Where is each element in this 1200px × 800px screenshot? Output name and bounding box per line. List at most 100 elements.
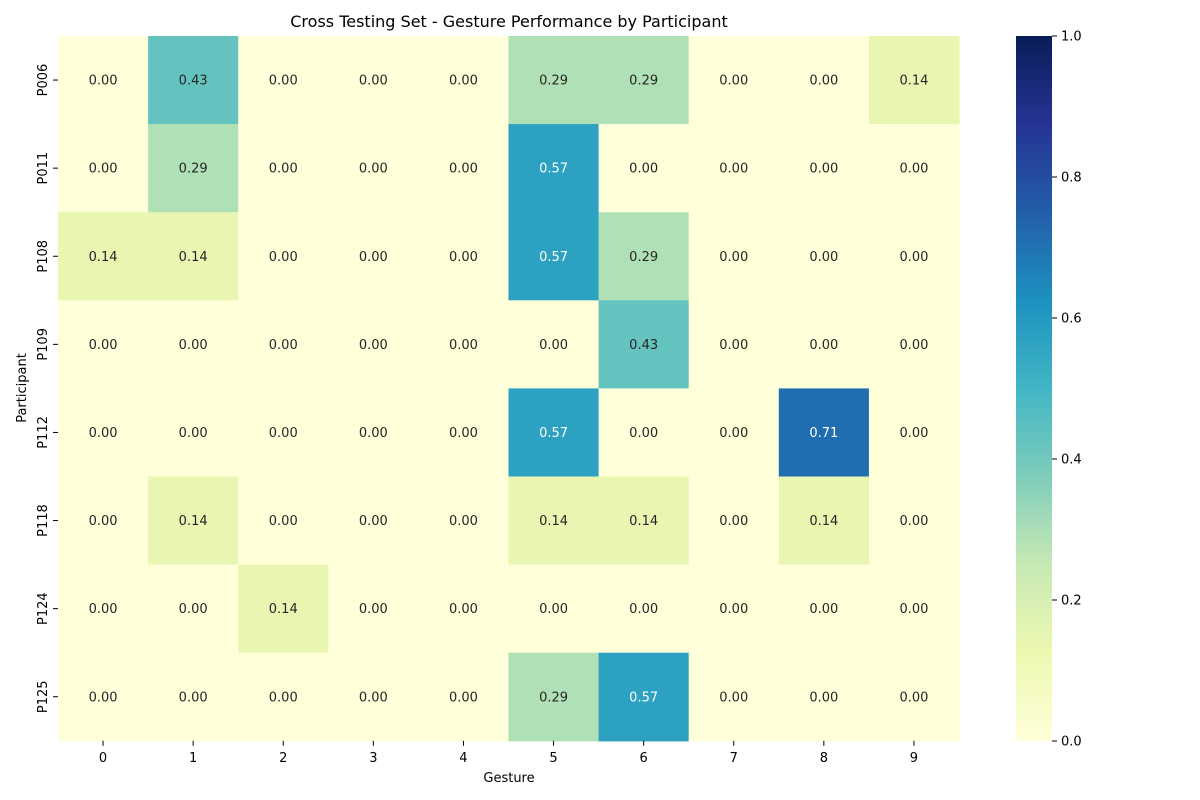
cell-value-label: 0.29 [539,74,568,89]
heatmap-cell [418,124,510,213]
cell-value-label: 0.00 [449,162,478,177]
colorbar-tick-label: 0.8 [1061,171,1082,186]
heatmap-cell [868,564,960,654]
heatmap-cell [238,124,329,213]
heatmap-cell [328,652,419,742]
heatmap-cell [508,212,600,301]
heatmap-cell [868,124,960,213]
heatmap-cell [148,212,239,301]
heatmap-cell [238,300,329,389]
cell-value-label: 0.00 [359,338,388,353]
y-tick-label: P118 [36,504,51,537]
cell-value-label: 0.00 [539,602,568,617]
heatmap-cell [238,476,329,566]
heatmap-cell [328,124,419,213]
heatmap-cell [598,652,690,742]
cell-annotations: 0.00 0.43 0.00 0.00 0.00 0.29 0.29 0.00 0.00 0.14… [89,74,929,706]
heatmap-cell [508,36,600,125]
cell-value-label: 0.00 [449,426,478,441]
cell-value-label: 0.43 [629,338,658,353]
heatmap-cell [148,652,239,742]
cell-value-label: 0.00 [359,162,388,177]
heatmap-cell [418,476,510,566]
cell-value-label: 0.00 [449,74,478,89]
cell-value-label: 0.57 [539,250,568,265]
heatmap-cell [328,212,419,301]
cell-value-label: 0.00 [449,338,478,353]
cell-value-label: 0.00 [899,426,928,441]
heatmap-cell [868,212,960,301]
cell-value-label: 0.00 [899,162,928,177]
heatmap-cell [418,388,510,478]
heatmap-cell [598,124,690,213]
heatmap-cell [598,212,690,301]
heatmap-cell [418,652,510,742]
heatmap-cell [58,124,149,213]
heatmap-cell [328,300,419,389]
cell-value-label: 0.29 [629,250,658,265]
cell-value-label: 0.00 [359,250,388,265]
x-tick-label: 6 [640,751,648,766]
colorbar-tick-label: 1.0 [1061,30,1082,45]
heatmap-cell [688,212,780,301]
cell-value-label: 0.00 [89,338,118,353]
colorbar-tick-label: 0.2 [1061,594,1082,609]
cell-value-label: 0.00 [89,602,118,617]
cell-value-label: 0.14 [809,514,838,529]
heatmap-cell [688,124,780,213]
heatmap-cell [598,36,690,125]
y-tick-label: P124 [36,592,51,625]
heatmap-cell [148,476,239,566]
heatmap-cell [508,652,600,742]
heatmap-cell [508,388,600,478]
cell-value-label: 0.14 [899,74,928,89]
cell-value-label: 0.57 [629,690,658,705]
heatmap-cell [688,564,780,654]
cell-value-label: 0.00 [89,426,118,441]
heatmap-cell [778,564,870,654]
heatmap-cell [778,476,870,566]
x-tick-label: 8 [820,751,828,766]
cell-value-label: 0.00 [269,162,298,177]
heatmap-cell [598,564,690,654]
cell-value-label: 0.00 [89,514,118,529]
cell-value-label: 0.14 [539,514,568,529]
cell-value-label: 0.00 [269,250,298,265]
cell-value-label: 0.00 [809,250,838,265]
heatmap-cell [598,388,690,478]
heatmap-cell [328,388,419,478]
cell-value-label: 0.00 [179,426,208,441]
heatmap-cells [58,36,960,742]
cell-value-label: 0.00 [719,162,748,177]
heatmap-cell [148,300,239,389]
heatmap-cell [148,388,239,478]
heatmap-cell [328,36,419,125]
heatmap-cell [58,300,149,389]
cell-value-label: 0.00 [269,338,298,353]
cell-value-label: 0.00 [179,690,208,705]
heatmap-cell [868,476,960,566]
cell-value-label: 0.00 [449,690,478,705]
y-axis-label: Participant [15,353,30,423]
heatmap-cell [778,212,870,301]
heatmap-cell [688,36,780,125]
cell-value-label: 0.00 [359,602,388,617]
cell-value-label: 0.00 [359,426,388,441]
heatmap-cell [58,388,149,478]
y-tick-label: P112 [36,416,51,449]
x-tick-label: 9 [910,751,918,766]
cell-value-label: 0.00 [359,690,388,705]
heatmap-cell [778,124,870,213]
cell-value-label: 0.00 [359,74,388,89]
heatmap-cell [328,564,419,654]
cell-value-label: 0.00 [269,514,298,529]
cell-value-label: 0.57 [539,162,568,177]
y-tick-label: P108 [36,240,51,273]
heatmap-cell [868,388,960,478]
heatmap-cell [148,36,239,125]
heatmap-cell [598,476,690,566]
heatmap-cell [238,564,329,654]
heatmap-cell [418,212,510,301]
heatmap-cell [508,476,600,566]
